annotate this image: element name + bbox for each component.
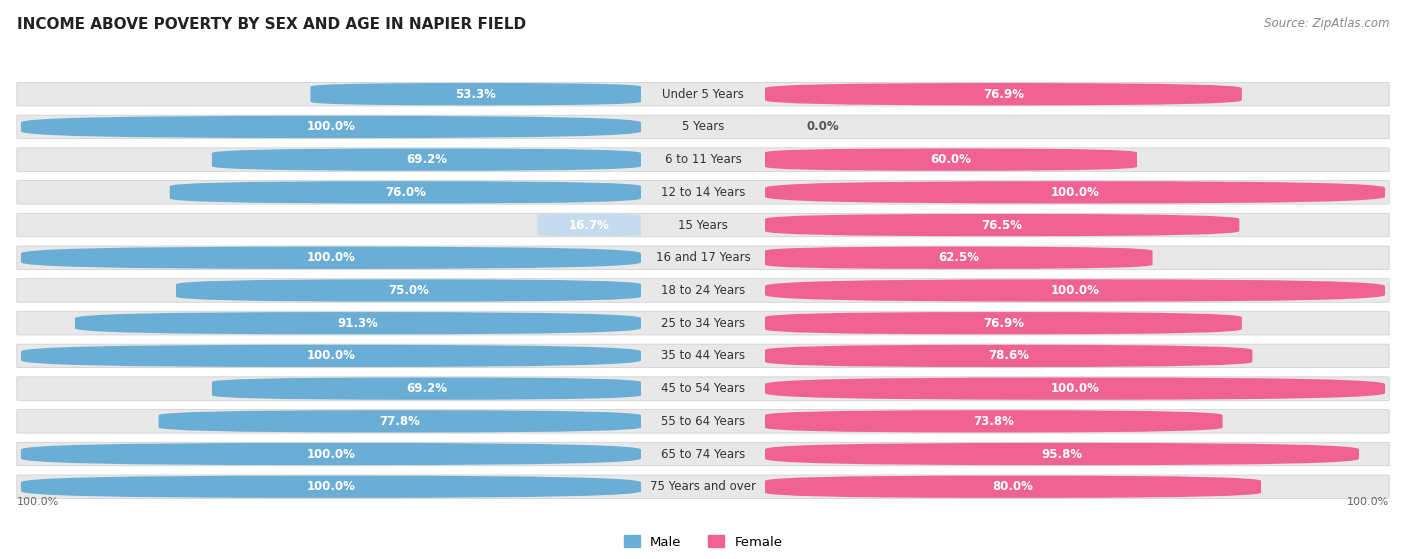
FancyBboxPatch shape — [212, 149, 641, 170]
Text: Under 5 Years: Under 5 Years — [662, 88, 744, 101]
FancyBboxPatch shape — [212, 377, 641, 400]
Text: 100.0%: 100.0% — [1347, 498, 1389, 508]
FancyBboxPatch shape — [765, 312, 1241, 334]
FancyBboxPatch shape — [311, 83, 641, 105]
FancyBboxPatch shape — [17, 82, 1389, 106]
FancyBboxPatch shape — [17, 377, 1389, 400]
Text: 75 Years and over: 75 Years and over — [650, 480, 756, 493]
Text: 35 to 44 Years: 35 to 44 Years — [661, 349, 745, 362]
FancyBboxPatch shape — [21, 116, 641, 138]
Text: 100.0%: 100.0% — [1050, 284, 1099, 297]
Text: 16.7%: 16.7% — [569, 219, 610, 231]
Legend: Male, Female: Male, Female — [619, 530, 787, 554]
FancyBboxPatch shape — [765, 377, 1385, 400]
FancyBboxPatch shape — [765, 214, 1239, 236]
FancyBboxPatch shape — [17, 214, 1389, 237]
Text: 12 to 14 Years: 12 to 14 Years — [661, 186, 745, 199]
Text: 65 to 74 Years: 65 to 74 Years — [661, 448, 745, 461]
FancyBboxPatch shape — [17, 311, 1389, 335]
FancyBboxPatch shape — [765, 149, 1137, 170]
Text: 76.9%: 76.9% — [983, 317, 1024, 330]
FancyBboxPatch shape — [17, 475, 1389, 499]
Text: INCOME ABOVE POVERTY BY SEX AND AGE IN NAPIER FIELD: INCOME ABOVE POVERTY BY SEX AND AGE IN N… — [17, 17, 526, 32]
Text: 100.0%: 100.0% — [1050, 186, 1099, 199]
Text: 77.8%: 77.8% — [380, 415, 420, 428]
Text: 100.0%: 100.0% — [307, 120, 356, 134]
FancyBboxPatch shape — [17, 115, 1389, 139]
FancyBboxPatch shape — [21, 476, 641, 498]
Text: 78.6%: 78.6% — [988, 349, 1029, 362]
Text: 16 and 17 Years: 16 and 17 Years — [655, 251, 751, 264]
FancyBboxPatch shape — [765, 247, 1153, 269]
FancyBboxPatch shape — [17, 442, 1389, 466]
FancyBboxPatch shape — [765, 345, 1253, 367]
Text: 95.8%: 95.8% — [1042, 448, 1083, 461]
FancyBboxPatch shape — [765, 83, 1241, 105]
FancyBboxPatch shape — [765, 443, 1360, 465]
FancyBboxPatch shape — [765, 181, 1385, 203]
FancyBboxPatch shape — [159, 410, 641, 433]
FancyBboxPatch shape — [75, 312, 641, 334]
FancyBboxPatch shape — [17, 344, 1389, 368]
Text: 53.3%: 53.3% — [456, 88, 496, 101]
Text: 0.0%: 0.0% — [807, 120, 839, 134]
FancyBboxPatch shape — [21, 247, 641, 269]
Text: 91.3%: 91.3% — [337, 317, 378, 330]
Text: 6 to 11 Years: 6 to 11 Years — [665, 153, 741, 166]
Text: 5 Years: 5 Years — [682, 120, 724, 134]
FancyBboxPatch shape — [21, 443, 641, 465]
FancyBboxPatch shape — [176, 280, 641, 302]
Text: 100.0%: 100.0% — [307, 251, 356, 264]
FancyBboxPatch shape — [170, 181, 641, 203]
Text: 15 Years: 15 Years — [678, 219, 728, 231]
Text: 75.0%: 75.0% — [388, 284, 429, 297]
FancyBboxPatch shape — [17, 279, 1389, 302]
Text: 76.0%: 76.0% — [385, 186, 426, 199]
Text: 69.2%: 69.2% — [406, 382, 447, 395]
Text: 76.9%: 76.9% — [983, 88, 1024, 101]
FancyBboxPatch shape — [765, 476, 1261, 498]
Text: 73.8%: 73.8% — [973, 415, 1014, 428]
Text: 80.0%: 80.0% — [993, 480, 1033, 493]
FancyBboxPatch shape — [765, 410, 1223, 433]
Text: 100.0%: 100.0% — [307, 480, 356, 493]
Text: 100.0%: 100.0% — [307, 349, 356, 362]
FancyBboxPatch shape — [537, 214, 641, 236]
FancyBboxPatch shape — [765, 280, 1385, 302]
Text: 60.0%: 60.0% — [931, 153, 972, 166]
Text: 55 to 64 Years: 55 to 64 Years — [661, 415, 745, 428]
Text: 76.5%: 76.5% — [981, 219, 1022, 231]
Text: 62.5%: 62.5% — [938, 251, 979, 264]
FancyBboxPatch shape — [17, 246, 1389, 269]
FancyBboxPatch shape — [17, 410, 1389, 433]
Text: Source: ZipAtlas.com: Source: ZipAtlas.com — [1264, 17, 1389, 30]
FancyBboxPatch shape — [21, 345, 641, 367]
Text: 69.2%: 69.2% — [406, 153, 447, 166]
Text: 25 to 34 Years: 25 to 34 Years — [661, 317, 745, 330]
FancyBboxPatch shape — [17, 181, 1389, 204]
FancyBboxPatch shape — [17, 148, 1389, 172]
Text: 100.0%: 100.0% — [307, 448, 356, 461]
Text: 45 to 54 Years: 45 to 54 Years — [661, 382, 745, 395]
Text: 100.0%: 100.0% — [17, 498, 59, 508]
Text: 100.0%: 100.0% — [1050, 382, 1099, 395]
Text: 18 to 24 Years: 18 to 24 Years — [661, 284, 745, 297]
